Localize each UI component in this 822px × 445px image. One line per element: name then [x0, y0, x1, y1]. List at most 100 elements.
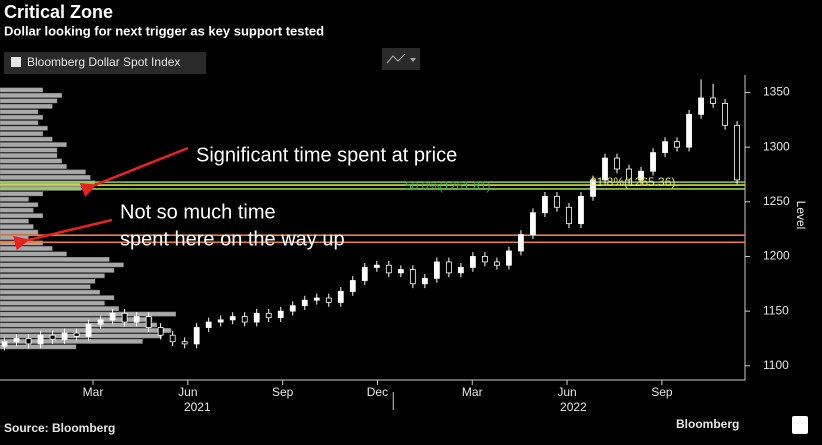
candle-body [554, 195, 560, 208]
annotation: Significant time spent at price [196, 144, 457, 166]
candle-body [121, 312, 128, 323]
profile-bar [0, 98, 58, 104]
brand-icon [792, 416, 808, 434]
candle-body [421, 277, 428, 285]
profile-bar [0, 103, 53, 109]
candle-body [25, 338, 32, 345]
candle-body [85, 323, 92, 337]
legend-box [4, 52, 206, 74]
profile-bar [0, 164, 67, 169]
profile-bar [0, 246, 53, 251]
x-tick-label: Jun [178, 385, 197, 399]
x-tick-label: Sep [272, 385, 294, 399]
chart-type-icon [386, 53, 406, 64]
candle-body [614, 157, 620, 170]
candle-body [457, 267, 464, 274]
candle-body [97, 319, 104, 325]
candle-body [241, 316, 248, 323]
profile-bar [0, 196, 29, 202]
candle-body [145, 316, 152, 328]
profile-bar [0, 93, 62, 98]
profile-bar [0, 120, 39, 126]
candle-body [506, 250, 512, 266]
profile-bar [0, 273, 105, 279]
profile-bar [0, 339, 143, 344]
candle-body [313, 297, 320, 301]
profile-bar [0, 175, 91, 180]
profile-bar [0, 284, 91, 290]
candle-body [397, 269, 404, 274]
candle-body [409, 269, 416, 285]
profile-bar [0, 158, 62, 164]
y-tick-label: 1300 [763, 139, 790, 153]
profile-bar [0, 267, 115, 273]
profile-bar [0, 278, 96, 284]
candle-body [530, 212, 536, 236]
annotation-arrow [79, 146, 189, 197]
candle-body [373, 264, 380, 268]
profile-bar [0, 169, 86, 175]
profile-bar [0, 262, 124, 268]
profile-bar [0, 207, 34, 213]
profile-bar [0, 114, 43, 120]
candle-body [698, 97, 704, 115]
y-axis-label: Level [794, 201, 808, 230]
candle-body [61, 332, 68, 340]
plot: 1100 1150 1200 1250 1300 1350 Mar Jun Sep Dec Mar J… [0, 75, 790, 414]
legend-label: Bloomberg Dollar Spot Index [27, 55, 180, 69]
profile-bar [0, 147, 58, 153]
profile-bar [0, 136, 53, 142]
brand: Bloomberg [676, 417, 739, 431]
candle-body [193, 327, 200, 345]
candle-body [277, 310, 284, 319]
candle-body [133, 316, 140, 323]
candle-body [265, 312, 272, 319]
profile-bar [0, 333, 162, 339]
candle-body [469, 256, 476, 268]
candle-body [73, 332, 80, 337]
candle-body [253, 312, 260, 323]
profile-bar [0, 289, 100, 295]
candle-body [734, 124, 740, 181]
dropdown-icon [410, 58, 416, 62]
candle-body [445, 261, 452, 274]
candle-body [181, 341, 188, 345]
x-tick-label: Sep [651, 385, 673, 399]
profile-bar [0, 344, 77, 350]
candle-body [494, 261, 500, 266]
profile-bar [0, 328, 172, 333]
candle-body [229, 316, 236, 321]
profile-bar [0, 125, 48, 131]
profile-bar [0, 87, 43, 93]
candle-body [518, 234, 524, 252]
candle-body [722, 103, 728, 126]
y-tick-label: 1150 [763, 303, 789, 317]
profile-bar [0, 317, 153, 322]
level-label: 50.0%(1261.81) [405, 179, 490, 193]
candle-body [13, 338, 20, 343]
profile-bar [0, 109, 39, 115]
x-year-label: 2021 [184, 400, 211, 414]
x-tick-label: Mar [462, 385, 483, 399]
candle-body [157, 327, 164, 336]
profile-bar [0, 213, 43, 219]
profile-bar [0, 191, 43, 197]
chart-type-button[interactable] [382, 48, 420, 70]
candle-body [602, 157, 608, 181]
x-tick-label: Dec [367, 385, 388, 399]
profile-bar [0, 202, 39, 208]
candle-body [433, 261, 440, 279]
candle-body [542, 195, 548, 214]
profile-bar [0, 322, 157, 328]
candle-body [481, 256, 488, 263]
candle-body [650, 152, 656, 172]
y-tick-label: 1250 [763, 194, 790, 208]
candle-body [49, 334, 56, 340]
candle-body [590, 179, 596, 197]
chart-subtitle: Dollar looking for next trigger as key s… [4, 23, 324, 38]
legend-swatch [11, 57, 21, 67]
profile-bar [0, 235, 29, 240]
candle-body [578, 195, 584, 225]
candle-body [385, 264, 392, 274]
